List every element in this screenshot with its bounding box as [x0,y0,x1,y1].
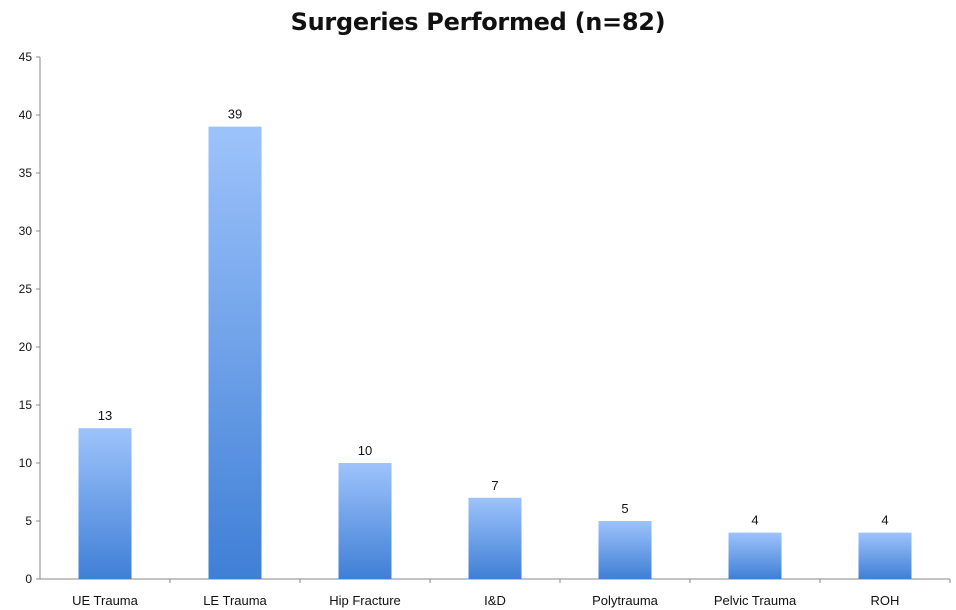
data-label: 39 [228,107,242,122]
y-tick-label: 5 [25,514,32,528]
data-label: 4 [881,513,888,528]
y-tick-label: 30 [19,224,33,238]
y-tick-label: 40 [19,108,33,122]
x-tick-label: Pelvic Trauma [714,593,797,608]
data-label: 4 [751,513,758,528]
bar [728,532,782,579]
bar [598,521,652,579]
x-tick-label: Polytrauma [592,593,659,608]
bar [338,463,392,579]
y-tick-label: 20 [19,340,33,354]
x-tick-label: ROH [871,593,900,608]
bar [858,532,912,579]
data-label: 13 [98,408,112,423]
bar [468,497,522,579]
bar [208,126,262,579]
data-label: 5 [621,501,628,516]
data-label: 7 [491,478,498,493]
y-tick-label: 35 [19,166,33,180]
x-tick-label: LE Trauma [203,593,267,608]
y-tick-label: 0 [25,572,32,586]
y-tick-label: 15 [19,398,33,412]
x-tick-label: Hip Fracture [329,593,401,608]
y-tick-label: 45 [19,50,33,64]
data-label: 10 [358,443,372,458]
y-tick-label: 25 [19,282,33,296]
chart-title: Surgeries Performed (n=82) [290,8,666,36]
x-tick-label: I&D [484,593,506,608]
y-tick-label: 10 [19,456,33,470]
x-tick-label: UE Trauma [72,593,139,608]
bar [78,428,132,579]
